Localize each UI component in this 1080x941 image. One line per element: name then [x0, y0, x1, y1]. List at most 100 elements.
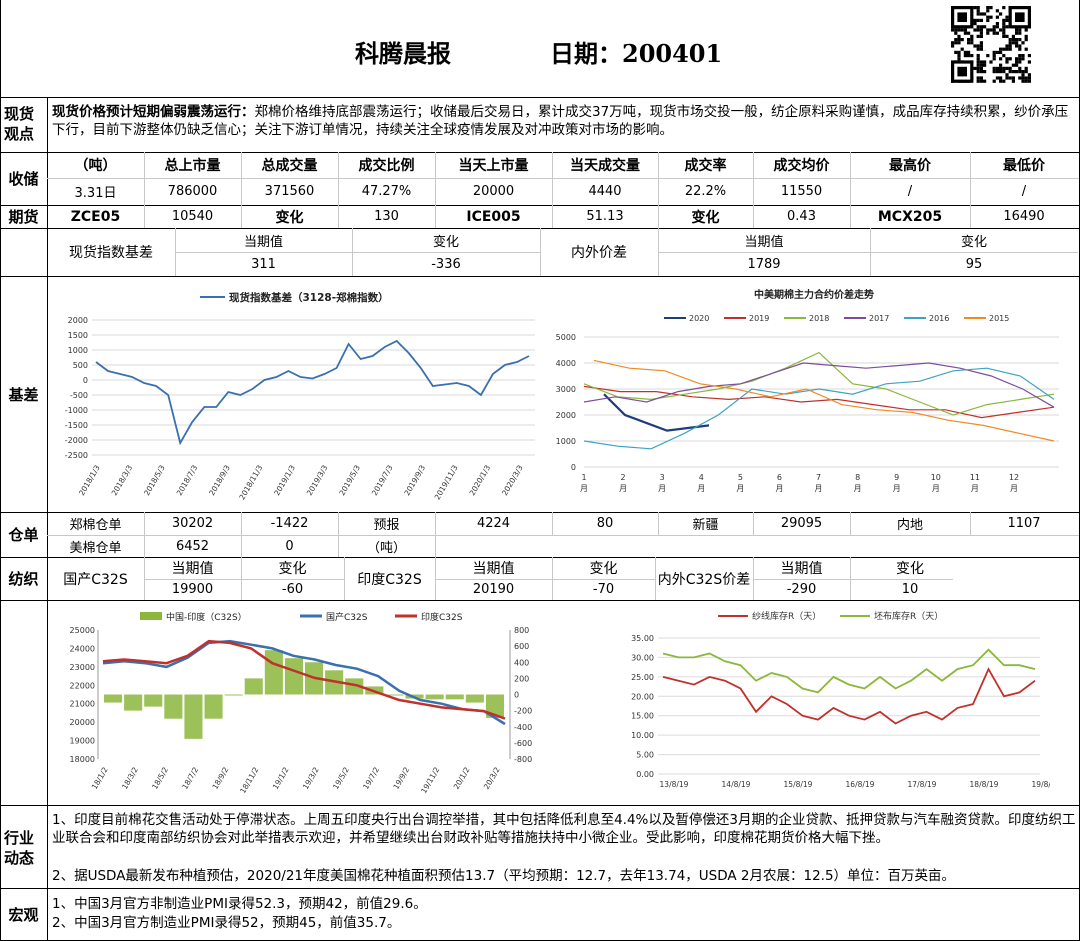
y-tick-label: 500	[73, 361, 88, 370]
x-tick-label: 18/1/2	[90, 765, 110, 791]
futures-row-cell: 0.43	[787, 209, 816, 224]
x-tick-label-unit: 月	[893, 484, 901, 493]
bar-cn-in-diff	[164, 694, 183, 719]
x-tick-label-unit: 月	[854, 484, 862, 493]
section-label-reserve: 收储	[8, 170, 39, 188]
x-tick-label: 1	[581, 473, 586, 482]
x-tick-label: 17/8/19	[908, 780, 937, 789]
y-tick-label: 3000	[556, 385, 576, 394]
y-tick-label: 1000	[68, 346, 88, 355]
reserve-head-cell: （吨）	[74, 158, 117, 174]
spread-current-label: 当期值	[780, 561, 823, 577]
forecast-unit: （吨）	[366, 540, 406, 556]
y-left-tick-label: 25000	[70, 626, 95, 635]
x-tick-label: 2018/3/3	[110, 463, 135, 497]
x-tick-label: 19/7/2	[361, 765, 381, 791]
y-right-tick-label: 600	[514, 642, 529, 651]
y-left-tick-label: 24000	[70, 644, 95, 653]
basis-current-label: 当期值	[243, 234, 283, 250]
basis-line-chart: 2000 1500 1000 500 0 -500 -1000 -1500 -2000 -2500…	[65, 291, 535, 501]
domestic-c32s-label: 国产C32S	[63, 571, 128, 588]
y-tick-label: -500	[70, 391, 88, 400]
series-line-india	[102, 639, 506, 720]
forecast-label: 预报	[373, 518, 400, 533]
x-tick-label: 18/11/2	[238, 765, 260, 795]
reserve-vals-cell: 22.2%	[684, 184, 727, 199]
x-tick-label: 18/7/2	[180, 765, 200, 791]
x-tick-label: 2018/5/3	[142, 463, 167, 497]
legend-label: 印度C32S	[421, 611, 463, 623]
x-tick-label: 2018/9/3	[207, 463, 232, 497]
x-tick-label: 18/8/19	[970, 780, 999, 789]
xinjiang-value: 29095	[780, 516, 823, 531]
y-left-tick-label: 22000	[70, 681, 95, 690]
x-tick-label: 19/5/2	[331, 765, 351, 791]
inout-change-label: 变化	[960, 234, 987, 250]
y-tick-label: 0.00	[636, 770, 654, 779]
forecast-change: 80	[596, 516, 614, 531]
qr-code	[936, 4, 1046, 84]
y-left-tick-label: 23000	[70, 663, 95, 672]
x-tick-label: 13/8/19	[660, 780, 689, 789]
section-label-textile: 纺织	[8, 570, 39, 588]
futures-row-cell: 10540	[171, 209, 214, 224]
y-right-tick-label: -800	[514, 755, 532, 764]
industry-news-1: 1、印度目前棉花交售活动处于停滞状态。上周五印度央行出台调控举措，其中包括降低利…	[52, 812, 1076, 846]
series-line-2019	[583, 385, 1055, 419]
domestic-change-label: 变化	[278, 561, 307, 577]
reserve-head-cell: 成交比例	[358, 158, 415, 174]
india-change-label: 变化	[589, 561, 618, 577]
macro-news-2: 2、中国3月官方制造业PMI录得52，预期45，前值35.7。	[52, 915, 401, 931]
series-line-2017	[583, 362, 1055, 408]
bar-cn-in-diff	[445, 694, 464, 700]
report-date: 日期：200401	[550, 39, 723, 68]
y-right-tick-label: 0	[514, 691, 519, 700]
bar-cn-in-diff	[104, 694, 123, 703]
y-tick-label: -2000	[65, 436, 88, 445]
zheng-warehouse-value: 30202	[171, 516, 214, 531]
x-tick-label: 2018/7/3	[175, 463, 200, 497]
futures-row-cell: 变化	[275, 209, 304, 226]
xinjiang-label: 新疆	[692, 518, 719, 533]
spot-basis-change: -336	[431, 256, 461, 272]
legend-label: 中国-印度（C32S）	[166, 611, 247, 623]
section-label-industry: 行业 动态	[4, 829, 35, 867]
domestic-current-label: 当期值	[171, 561, 214, 577]
india-current: 20190	[472, 582, 515, 597]
reserve-head-cell: 总上市量	[164, 158, 221, 174]
x-tick-label: 3	[660, 473, 665, 482]
spot-index-basis-label: 现货指数基差	[69, 245, 153, 261]
us-warehouse-change: 0	[285, 538, 294, 554]
spread-change: 10	[901, 582, 919, 597]
y-right-tick-label: -600	[514, 739, 532, 748]
y-right-tick-label: 400	[514, 658, 529, 667]
basis-change-label: 变化	[432, 234, 459, 250]
x-tick-label-unit: 月	[580, 484, 588, 493]
y-left-tick-label: 19000	[70, 737, 95, 746]
report-title: 科腾晨报	[355, 39, 451, 68]
reserve-head-cell: 当天上市量	[458, 158, 529, 174]
reserve-head-cell: 总成交量	[261, 158, 318, 174]
spread-current: -290	[786, 582, 817, 597]
x-tick-label: 10	[931, 473, 941, 482]
series-line-1	[662, 648, 1036, 694]
y-tick-label: 1500	[68, 331, 88, 340]
reserve-vals-cell: 47.27%	[361, 184, 412, 199]
x-tick-label: 2	[621, 473, 626, 482]
futures-row-cell: 16490	[1003, 209, 1045, 224]
y-right-tick-label: -400	[514, 723, 532, 732]
x-tick-label: 18/5/2	[150, 765, 170, 791]
x-tick-label: 2019/11/3	[433, 463, 460, 501]
zheng-warehouse-label: 郑棉仓单	[69, 518, 122, 533]
bar-cn-in-diff	[184, 694, 203, 739]
futures-row-cell: 130	[374, 209, 399, 224]
inland-label: 内地	[896, 518, 923, 533]
x-tick-label: 19/11/2	[419, 765, 441, 795]
bar-cn-in-diff	[264, 650, 283, 695]
x-tick-label: 14/8/19	[722, 780, 751, 789]
y-left-tick-label: 18000	[70, 755, 95, 764]
legend-label: 坯布库存R（天）	[874, 610, 943, 622]
bar-cn-in-diff	[425, 694, 444, 700]
x-tick-label-unit: 月	[775, 484, 783, 493]
series-line-0	[662, 667, 1036, 725]
